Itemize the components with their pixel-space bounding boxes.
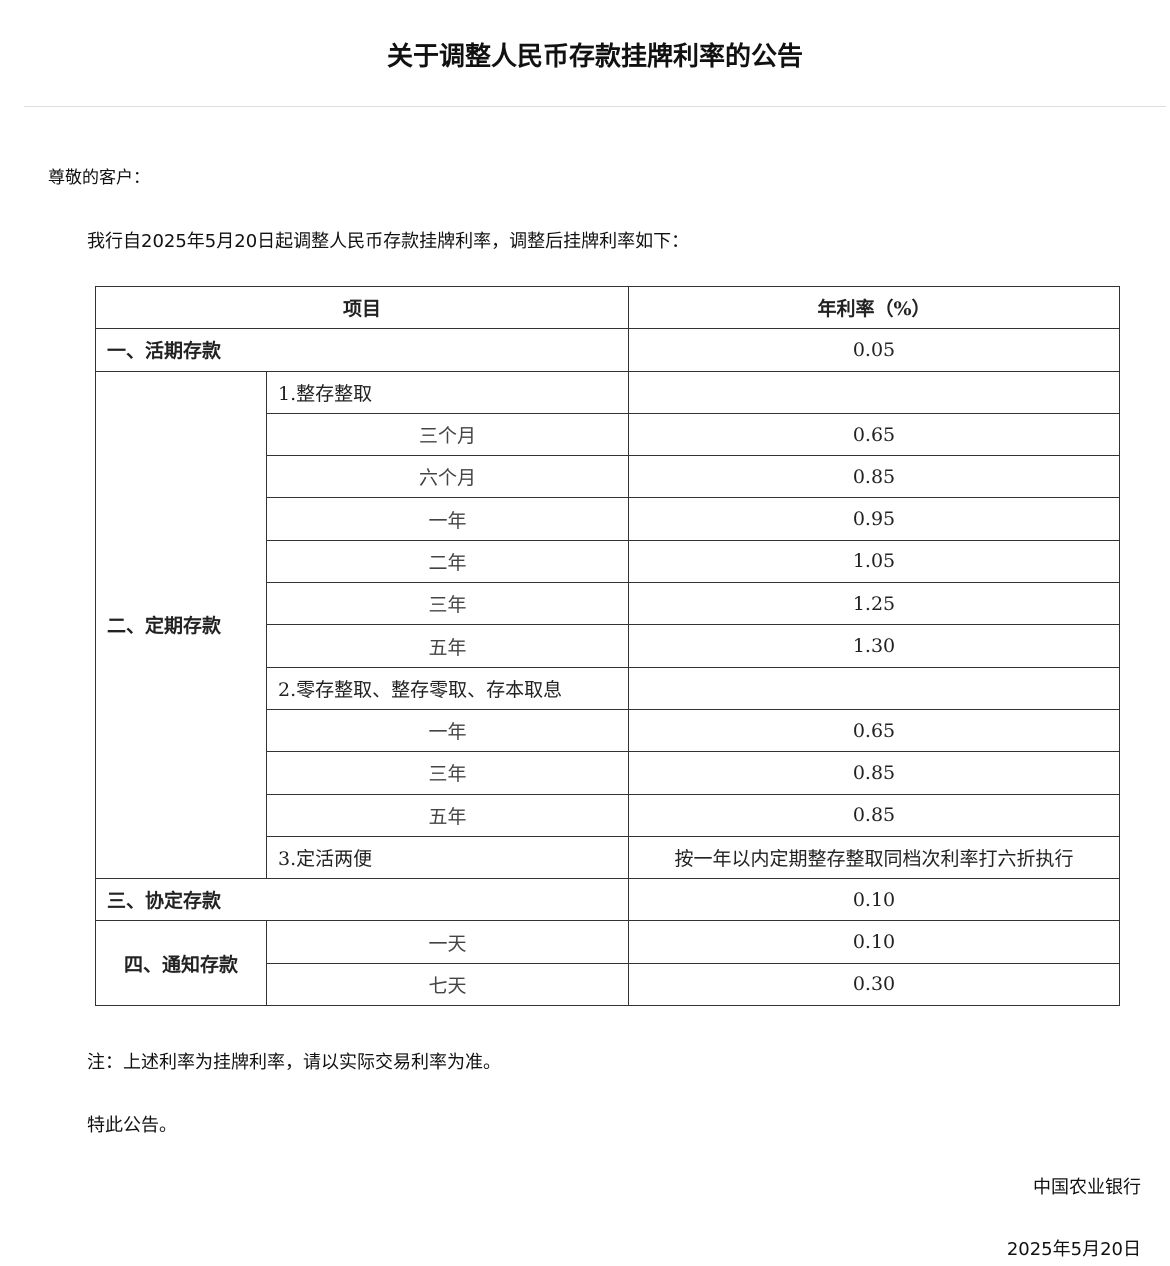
term: 五年	[266, 793, 629, 837]
row-label: 二、定期存款	[95, 370, 267, 880]
rate-value: 0.65	[628, 412, 1120, 457]
rate-value: 0.85	[628, 793, 1120, 837]
rate-value: 0.85	[628, 751, 1120, 795]
table-row: 二、定期存款 1.整存整取	[95, 370, 1120, 880]
group-label: 2.零存整取、整存零取、存本取息	[266, 666, 629, 710]
table-row: 二年 1.05	[96, 539, 1120, 584]
rate-value: 0.85	[628, 455, 1120, 499]
table-header-row: 项目 年利率（%）	[95, 285, 1120, 330]
table-row: 三年 1.25	[96, 582, 1120, 626]
page-title: 关于调整人民币存款挂牌利率的公告	[386, 42, 803, 72]
rate-value: 0.65	[628, 708, 1120, 753]
row-label: 三、协定存款	[95, 878, 629, 922]
rate-value: 0.10	[628, 920, 1120, 964]
greeting: 尊敬的客户：	[48, 168, 150, 188]
term: 六个月	[266, 455, 629, 499]
rate-value: 0.30	[628, 962, 1120, 1007]
rate-value: 1.25	[628, 582, 1120, 626]
header-item: 项目	[95, 285, 629, 330]
empty-cell	[628, 370, 1120, 414]
closing: 特此公告。	[87, 1115, 177, 1136]
header-rate: 年利率（%）	[628, 285, 1120, 330]
signature: 中国农业银行	[1033, 1177, 1141, 1198]
rate-value: 按一年以内定期整存整取同档次利率打六折执行	[628, 835, 1120, 880]
table-row: 一年 0.65	[96, 708, 1120, 753]
rate-value: 0.05	[628, 328, 1120, 372]
row-label: 一、活期存款	[95, 328, 629, 372]
table-row: 三个月 0.65	[96, 412, 1120, 457]
term: 三年	[266, 751, 629, 795]
intro-text: 我行自2025年5月20日起调整人民币存款挂牌利率，调整后挂牌利率如下：	[87, 231, 690, 252]
term: 七天	[266, 962, 629, 1007]
row-label: 四、通知存款	[95, 920, 267, 1007]
group-label: 3.定活两便	[266, 835, 629, 880]
table-row: 三年 0.85	[96, 751, 1120, 795]
rate-value: 0.95	[628, 497, 1120, 541]
table-row: 五年 0.85	[96, 793, 1120, 837]
note: 注：上述利率为挂牌利率，请以实际交易利率为准。	[87, 1052, 501, 1073]
term: 一年	[266, 708, 629, 753]
table-row: 六个月 0.85	[96, 455, 1120, 499]
table-row: 2.零存整取、整存零取、存本取息	[96, 666, 1120, 710]
group-label: 1.整存整取	[266, 370, 629, 414]
table-row: 七天 0.30	[96, 962, 1120, 1007]
table-row: 一、活期存款 0.05	[95, 328, 1120, 372]
table-row: 三、协定存款 0.10	[95, 878, 1120, 922]
table-row: 五年 1.30	[96, 624, 1120, 668]
table-row: 一年 0.95	[96, 497, 1120, 541]
term: 一天	[266, 920, 629, 964]
term: 三个月	[266, 412, 629, 457]
rate-value: 0.10	[628, 878, 1120, 922]
divider	[24, 106, 1166, 107]
term: 三年	[266, 582, 629, 626]
rate-value: 1.30	[628, 624, 1120, 668]
empty-cell	[628, 666, 1120, 710]
term: 一年	[266, 497, 629, 541]
table-row: 四、通知存款 一天 0.10	[95, 920, 1120, 1007]
date: 2025年5月20日	[1006, 1239, 1141, 1260]
rate-table: 项目 年利率（%） 一、活期存款 0.05 二、定期存款 1.整存整取 三个月 0…	[95, 285, 1120, 1007]
rate-value: 1.05	[628, 539, 1120, 584]
term: 五年	[266, 624, 629, 668]
term: 二年	[266, 539, 629, 584]
